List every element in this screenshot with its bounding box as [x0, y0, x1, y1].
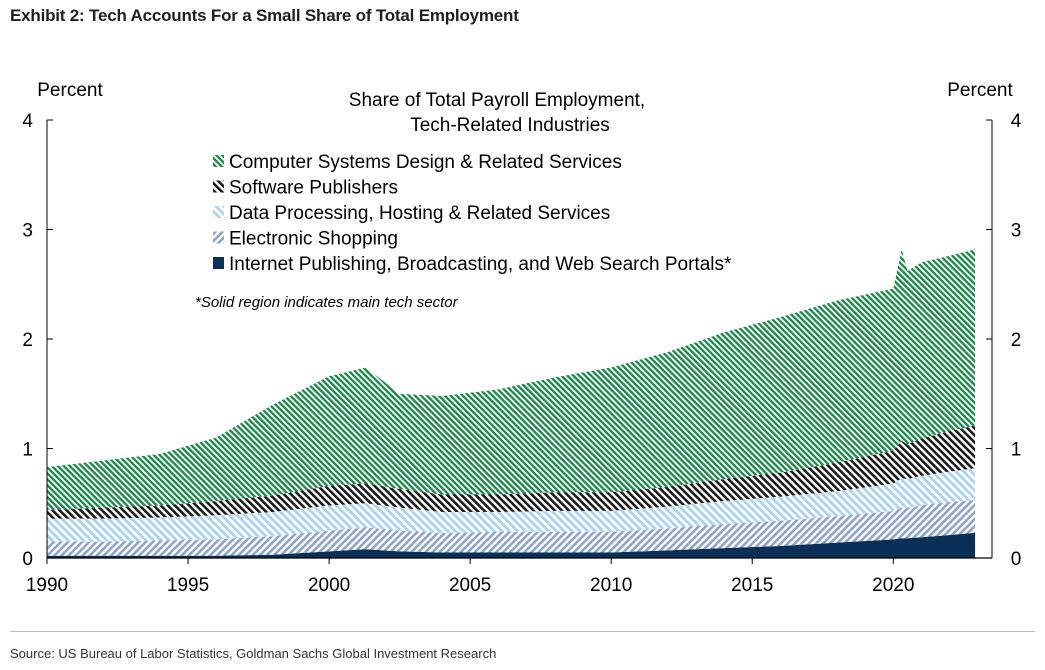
y-tick-label-left: 0 — [22, 549, 33, 570]
legend-swatch-internet-publishing — [213, 257, 224, 269]
legend-label-computer-systems: Computer Systems Design & Related Servic… — [229, 152, 622, 173]
area-internet-publishing — [47, 532, 976, 558]
chart-annotation: *Solid region indicates main tech sector — [195, 294, 459, 311]
y-tick-label-left: 3 — [22, 221, 33, 242]
y-tick-label-right: 3 — [1011, 221, 1022, 242]
x-tick-label: 2015 — [731, 575, 773, 596]
x-tick-label: 2010 — [590, 575, 632, 596]
stacked-area-chart: 0 0 1 1 2 2 3 3 4 4 1990 1995 2000 2005 2010 2015 2020 P… — [22, 80, 1021, 596]
x-tick-label: 1995 — [167, 575, 209, 596]
legend-label-software: Software Publishers — [229, 178, 398, 199]
axes-group: 0 0 1 1 2 2 3 3 4 4 1990 1995 2000 2005 2010 2015 2020 — [22, 111, 1021, 596]
chart-subtitle: Tech-Related Industries — [410, 115, 610, 136]
legend-label-electronic-shopping: Electronic Shopping — [229, 229, 398, 250]
y-tick-label-left: 2 — [22, 330, 33, 351]
legend-label-data-processing: Data Processing, Hosting & Related Servi… — [229, 203, 610, 224]
x-tick-label: 2000 — [308, 575, 350, 596]
chart-title: Share of Total Payroll Employment, — [349, 90, 645, 111]
y-tick-label-left: 4 — [22, 111, 33, 132]
y-tick-label-right: 1 — [1011, 440, 1022, 461]
y-tick-label-right: 4 — [1011, 111, 1022, 132]
legend-label-internet-publishing: Internet Publishing, Broadcasting, and W… — [229, 254, 732, 275]
y-tick-label-right: 0 — [1011, 549, 1022, 570]
source-note: Source: US Bureau of Labor Statistics, G… — [10, 646, 497, 661]
y-tick-label-right: 2 — [1011, 330, 1022, 351]
x-tick-label: 2005 — [449, 575, 491, 596]
legend-swatch-computer-systems — [213, 155, 224, 167]
x-tick-label: 1990 — [26, 575, 68, 596]
area-software — [47, 425, 976, 519]
legend: Computer Systems Design & Related Servic… — [213, 152, 732, 275]
legend-swatch-electronic-shopping — [213, 231, 224, 244]
y-axis-label-left: Percent — [37, 80, 103, 101]
y-tick-label-left: 1 — [22, 440, 33, 461]
area-electronic-shopping — [47, 499, 976, 556]
exhibit-title: Exhibit 2: Tech Accounts For a Small Sha… — [10, 6, 519, 25]
source-divider — [10, 631, 1035, 632]
area-series-group — [47, 249, 976, 558]
legend-swatch-data-processing — [213, 206, 224, 218]
y-axis-label-right: Percent — [947, 80, 1013, 101]
legend-swatch-software — [213, 180, 224, 193]
x-tick-label: 2020 — [872, 575, 914, 596]
area-computer-systems — [47, 249, 976, 510]
area-data-processing — [47, 468, 976, 542]
